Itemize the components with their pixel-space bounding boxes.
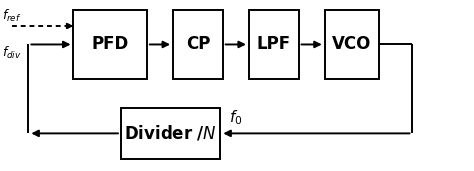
Text: $\mathit{f}_0$: $\mathit{f}_0$ <box>229 108 242 127</box>
Text: $\mathit{f}_{ref}$: $\mathit{f}_{ref}$ <box>2 8 22 24</box>
Text: VCO: VCO <box>332 35 372 54</box>
Bar <box>249 10 299 79</box>
Text: $\mathit{f}_{div}$: $\mathit{f}_{div}$ <box>2 45 22 61</box>
Text: PFD: PFD <box>91 35 129 54</box>
Bar <box>73 10 147 79</box>
Bar <box>121 108 220 159</box>
Bar <box>173 10 223 79</box>
Text: $\mathbf{Divider\ /\mathit{N}}$: $\mathbf{Divider\ /\mathit{N}}$ <box>124 124 217 143</box>
Text: CP: CP <box>186 35 210 54</box>
Text: LPF: LPF <box>257 35 291 54</box>
Bar <box>325 10 379 79</box>
